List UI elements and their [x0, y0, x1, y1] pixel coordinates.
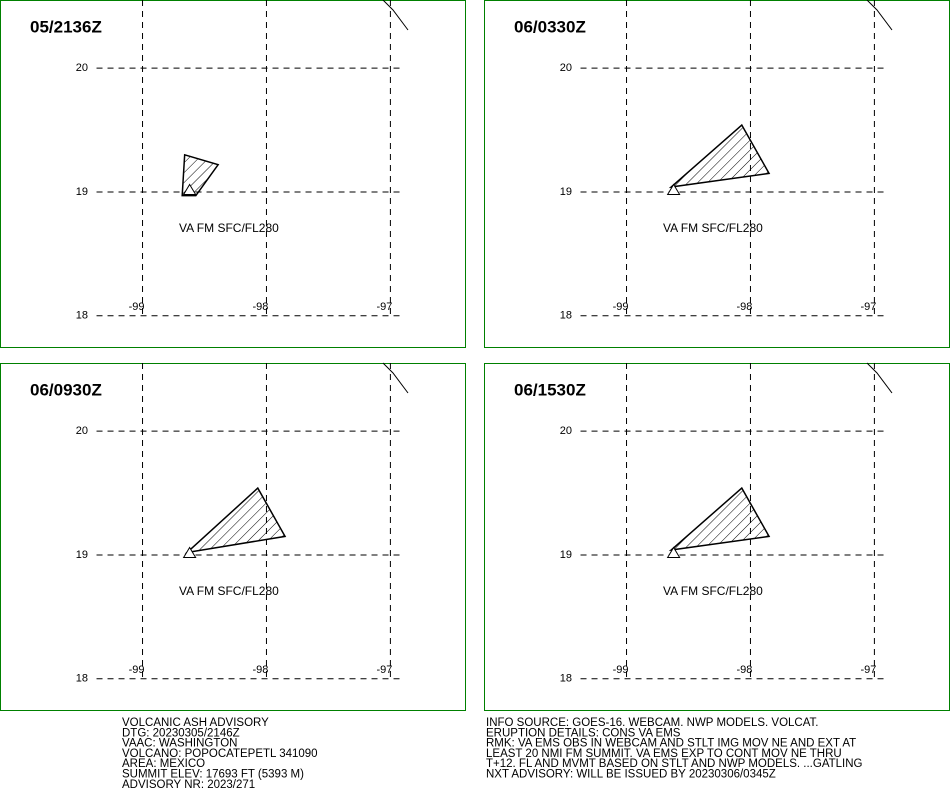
lat-label: 20 — [560, 62, 572, 74]
lon-label: -99 — [129, 301, 145, 313]
map-panel: 18 19 20 -99 -98 -97 05/2136Z VA FM SFC/FL280 — [0, 0, 466, 348]
lon-label: -99 — [613, 301, 629, 313]
volcano — [182, 183, 197, 195]
lon-label: -98 — [253, 664, 269, 676]
panel-title: 06/0930Z — [30, 380, 102, 399]
map-panel: 18 19 20 -99 -98 -97 06/0930Z VA FM SFC/FL280 — [0, 362, 466, 711]
panel-title: 05/2136Z — [30, 17, 102, 36]
advisory-text: AREA: MEXICO — [122, 758, 205, 770]
ash-area — [668, 123, 771, 189]
lon-label: -98 — [737, 664, 753, 676]
ash-label: VA FM SFC/FL280 — [179, 584, 279, 598]
lat-label: 18 — [76, 673, 88, 685]
lat-label: 19 — [560, 549, 572, 561]
advisory-text: DTG: 20230305/2146Z — [122, 727, 240, 739]
advisory-text: NXT ADVISORY: WILL BE ISSUED BY 20230306… — [486, 769, 776, 781]
volcano — [666, 546, 681, 558]
lat-label: 18 — [76, 310, 88, 322]
ash-label: VA FM SFC/FL280 — [663, 584, 763, 598]
panel-frame — [0, 0, 466, 348]
panel-frame — [0, 363, 466, 711]
lon-label: -98 — [253, 301, 269, 313]
volcano — [666, 183, 681, 195]
advisory-text: VOLCANO: POPOCATEPETL 341090 — [122, 748, 318, 760]
lat-label: 19 — [560, 186, 572, 198]
lat-label: 20 — [76, 425, 88, 437]
coastline — [382, 362, 409, 394]
ash-area — [668, 486, 771, 552]
lat-label: 18 — [560, 310, 572, 322]
lon-label: -99 — [129, 664, 145, 676]
ash-label: VA FM SFC/FL280 — [663, 221, 763, 235]
ash-area — [184, 486, 287, 554]
map-panel: 18 19 20 -99 -98 -97 06/1530Z VA FM SFC/FL280 — [484, 362, 950, 711]
advisory-text: LEAST 20 NMI FM SUMMIT. VA EMS EXP TO CO… — [486, 748, 842, 760]
volcano — [182, 546, 197, 558]
lon-label: -99 — [613, 664, 629, 676]
coastline — [382, 0, 409, 31]
panel-title: 06/0330Z — [514, 17, 586, 36]
lon-label: -97 — [860, 301, 876, 313]
lat-label: 19 — [76, 549, 88, 561]
advisory-text: INFO SOURCE: GOES-16. WEBCAM. NWP MODELS… — [486, 717, 819, 729]
ash-area — [181, 153, 220, 197]
advisory-text: SUMMIT ELEV: 17693 FT (5393 M) — [122, 769, 304, 781]
advisory-text: RMK: VA EMS OBS IN WEBCAM AND STLT IMG M… — [486, 738, 856, 750]
panel-title: 06/1530Z — [514, 380, 586, 399]
lat-label: 20 — [76, 62, 88, 74]
advisory-text: ERUPTION DETAILS: CONS VA EMS — [486, 727, 681, 739]
lat-label: 19 — [76, 186, 88, 198]
advisory-text: ADVISORY NR: 2023/271 — [122, 779, 255, 791]
lat-label: 18 — [560, 673, 572, 685]
coastline — [866, 0, 893, 31]
lat-label: 20 — [560, 425, 572, 437]
lon-label: -97 — [376, 301, 392, 313]
map-panel: 18 19 20 -99 -98 -97 06/0330Z VA FM SFC/FL280 — [484, 0, 950, 348]
lon-label: -97 — [860, 664, 876, 676]
advisory-text: VAAC: WASHINGTON — [122, 738, 237, 750]
lon-label: -97 — [376, 664, 392, 676]
advisory-text: T+12. FL AND MVMT BASED ON STLT AND NWP … — [486, 758, 863, 770]
ash-label: VA FM SFC/FL280 — [179, 221, 279, 235]
lon-label: -98 — [737, 301, 753, 313]
coastline — [866, 362, 893, 394]
advisory-text: VOLCANIC ASH ADVISORY — [122, 717, 269, 729]
